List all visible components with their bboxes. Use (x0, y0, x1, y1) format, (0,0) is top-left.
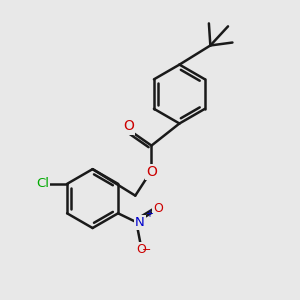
Text: O: O (153, 202, 163, 214)
Text: −: − (141, 244, 151, 254)
Text: N: N (135, 216, 145, 229)
Text: O: O (136, 243, 146, 256)
Text: O: O (123, 119, 134, 134)
Text: +: + (145, 209, 153, 219)
Text: O: O (146, 165, 157, 179)
Text: Cl: Cl (36, 177, 49, 190)
